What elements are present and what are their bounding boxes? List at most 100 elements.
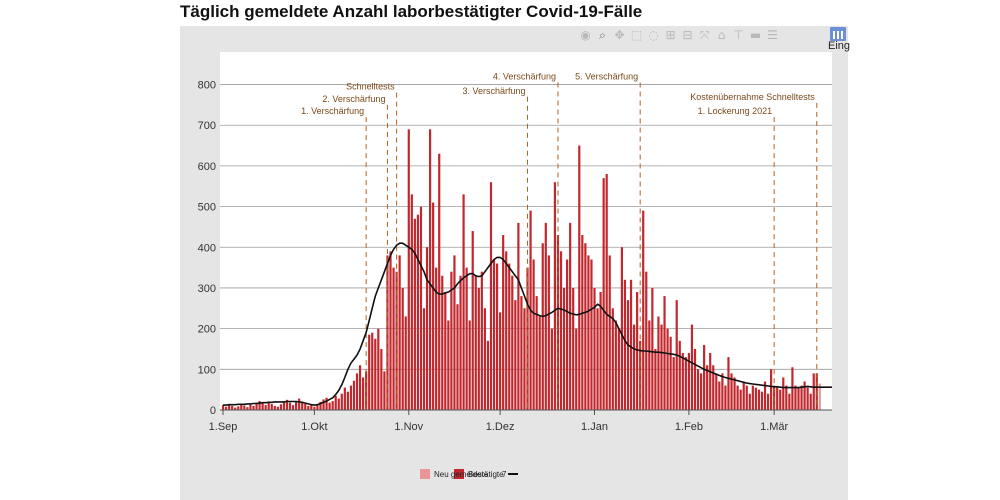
bar xyxy=(687,353,690,410)
bar xyxy=(307,405,310,410)
box-select-icon[interactable]: ⬚ xyxy=(630,28,643,42)
bar xyxy=(261,403,264,410)
bar xyxy=(593,287,596,410)
annotation-label: 1. Lockerung 2021 xyxy=(698,106,773,116)
bar xyxy=(809,393,812,410)
bar xyxy=(279,404,282,410)
bar xyxy=(416,214,420,410)
x-tick-label: 1.Nov xyxy=(394,421,423,433)
bar xyxy=(502,235,505,410)
bar xyxy=(706,365,709,410)
bar xyxy=(562,287,566,410)
bar xyxy=(447,320,450,410)
bar xyxy=(693,348,697,410)
bar xyxy=(374,338,377,410)
bar xyxy=(751,385,754,410)
lasso-icon[interactable]: ◌ xyxy=(648,28,659,42)
camera-icon[interactable]: ◉ xyxy=(580,28,591,42)
bar xyxy=(654,348,657,410)
annotation-label: Kostenübernahme Schnelltests xyxy=(690,92,815,102)
bar xyxy=(660,324,663,410)
bar xyxy=(703,344,706,410)
bar xyxy=(730,373,733,410)
bar xyxy=(349,385,353,410)
bar xyxy=(584,243,587,410)
bar xyxy=(678,340,681,410)
bar xyxy=(550,328,553,410)
legend-swatch xyxy=(420,469,430,479)
bar xyxy=(474,275,477,410)
bar xyxy=(748,393,751,410)
spike-lines-icon[interactable]: ⊤ xyxy=(733,28,744,42)
bar xyxy=(556,235,560,410)
reset-axes-icon[interactable]: ⌂ xyxy=(717,28,726,42)
bar xyxy=(428,129,432,410)
eing-label: Eing xyxy=(828,40,851,52)
x-tick-label: 1.Feb xyxy=(675,421,703,433)
x-tick-label: 1.Dez xyxy=(486,421,515,433)
bar xyxy=(699,373,703,410)
bar xyxy=(492,259,496,410)
bar xyxy=(629,279,633,410)
bar xyxy=(480,271,483,410)
autoscale-icon[interactable]: ⤧ xyxy=(699,28,710,42)
bar xyxy=(459,275,462,410)
bar xyxy=(791,367,794,410)
bar xyxy=(724,385,727,410)
bar xyxy=(228,403,231,410)
y-tick-label: 500 xyxy=(198,202,216,214)
bar xyxy=(453,255,456,410)
bar xyxy=(812,373,815,410)
bar xyxy=(715,373,718,410)
bar xyxy=(766,393,770,410)
bar xyxy=(368,334,371,410)
bar xyxy=(614,320,617,410)
bar xyxy=(547,255,550,410)
bar xyxy=(438,153,441,411)
zoom-out-icon[interactable]: ⊟ xyxy=(682,28,693,42)
y-tick-label: 100 xyxy=(198,364,216,376)
bar xyxy=(632,324,636,410)
bar-chart-icon[interactable] xyxy=(830,27,846,41)
hover-closest-icon[interactable]: ▬ xyxy=(749,28,762,42)
x-tick-label: 1.Mär xyxy=(760,421,788,433)
bar xyxy=(243,405,246,410)
bar xyxy=(343,387,346,410)
zoom-icon[interactable]: ⌕ xyxy=(599,28,606,42)
average-line xyxy=(223,242,832,406)
bar xyxy=(322,399,325,410)
bar xyxy=(340,393,343,410)
zoom-in-icon[interactable]: ⊞ xyxy=(665,28,676,42)
annotation-label: 2. Verschärfung xyxy=(322,94,385,104)
legend-label: Neu gemeldete xyxy=(434,470,489,479)
bar xyxy=(450,271,453,410)
x-tick-label: 1.Okt xyxy=(301,421,327,433)
bar xyxy=(224,406,228,410)
hover-compare-icon[interactable]: ☰ xyxy=(767,28,778,42)
bar xyxy=(578,145,581,410)
bar xyxy=(785,385,788,410)
bar xyxy=(733,377,736,410)
bar xyxy=(742,381,745,410)
modebar: ◉ ⌕ ✥ ⬚ ◌ ⊞ ⊟ ⤧ ⌂ ⊤ ▬ ☰ xyxy=(578,28,780,42)
bar xyxy=(754,387,757,410)
bar xyxy=(407,129,410,410)
annotation-label: 1. Verschärfung xyxy=(301,106,364,116)
bar xyxy=(301,401,304,410)
bar xyxy=(346,391,349,410)
bar xyxy=(441,275,444,410)
bar xyxy=(258,401,261,410)
bar xyxy=(596,308,599,410)
bar xyxy=(709,353,712,410)
bar xyxy=(435,267,438,410)
legend-label: 7 xyxy=(502,470,507,479)
bar xyxy=(626,300,630,410)
bar xyxy=(511,275,514,410)
bar xyxy=(806,387,809,410)
bar xyxy=(264,405,267,410)
bar xyxy=(237,406,240,410)
pan-icon[interactable]: ✥ xyxy=(614,28,625,42)
bar xyxy=(401,287,404,410)
bar xyxy=(712,365,715,410)
bar xyxy=(572,287,575,410)
